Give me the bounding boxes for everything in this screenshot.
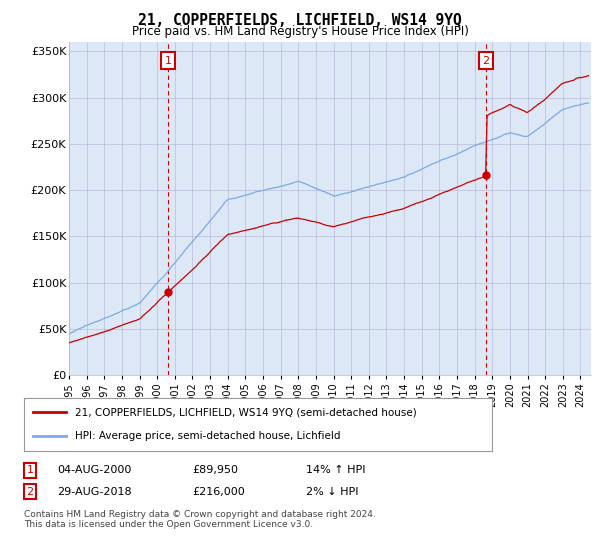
- Text: Price paid vs. HM Land Registry's House Price Index (HPI): Price paid vs. HM Land Registry's House …: [131, 25, 469, 38]
- Text: 2: 2: [26, 487, 34, 497]
- Text: HPI: Average price, semi-detached house, Lichfield: HPI: Average price, semi-detached house,…: [76, 431, 341, 441]
- Text: 1: 1: [26, 465, 34, 475]
- Text: 14% ↑ HPI: 14% ↑ HPI: [306, 465, 365, 475]
- Text: 21, COPPERFIELDS, LICHFIELD, WS14 9YQ: 21, COPPERFIELDS, LICHFIELD, WS14 9YQ: [138, 13, 462, 28]
- Text: 2: 2: [482, 55, 489, 66]
- Text: £89,950: £89,950: [192, 465, 238, 475]
- Text: This data is licensed under the Open Government Licence v3.0.: This data is licensed under the Open Gov…: [24, 520, 313, 529]
- Text: 1: 1: [164, 55, 172, 66]
- Text: 21, COPPERFIELDS, LICHFIELD, WS14 9YQ (semi-detached house): 21, COPPERFIELDS, LICHFIELD, WS14 9YQ (s…: [76, 408, 417, 418]
- Text: Contains HM Land Registry data © Crown copyright and database right 2024.: Contains HM Land Registry data © Crown c…: [24, 510, 376, 519]
- Text: 04-AUG-2000: 04-AUG-2000: [57, 465, 131, 475]
- Text: 2% ↓ HPI: 2% ↓ HPI: [306, 487, 359, 497]
- Text: 29-AUG-2018: 29-AUG-2018: [57, 487, 131, 497]
- Text: £216,000: £216,000: [192, 487, 245, 497]
